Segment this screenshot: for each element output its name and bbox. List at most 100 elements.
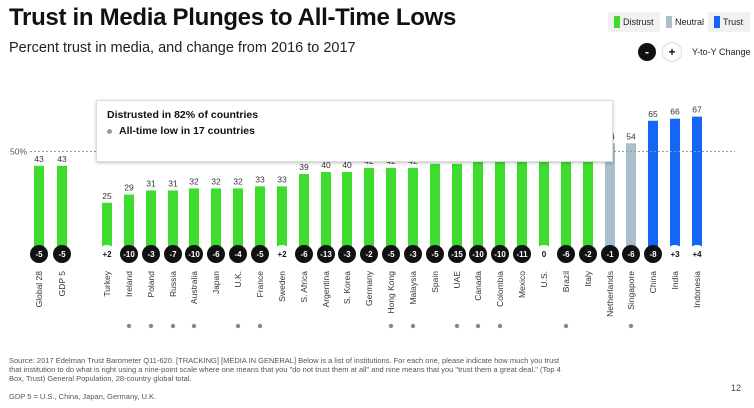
category-label-8: U.K. <box>233 271 243 288</box>
category-labels-layer: Global 28 GDP 5 Turkey Ireland Poland Russia A… <box>34 270 702 317</box>
change-badge-0 <box>30 245 48 263</box>
neutral-swatch <box>666 16 672 28</box>
change-label-6: -10 <box>188 250 200 259</box>
change-badge-28 <box>666 245 684 263</box>
change-label-0: -5 <box>35 250 43 259</box>
category-label-27: China <box>648 271 658 293</box>
value-label-12: 40 <box>321 160 331 170</box>
change-label-13: -3 <box>343 250 351 259</box>
chart-legend: Distrust Neutral Trust <box>608 12 750 32</box>
slide-subtitle: Percent trust in media, and change from … <box>9 40 356 56</box>
change-badge-18 <box>448 245 466 263</box>
category-label-9: France <box>255 271 265 298</box>
change-label-2: +2 <box>102 250 112 259</box>
change-label-9: -5 <box>256 250 264 259</box>
change-label-8: -4 <box>234 250 242 259</box>
change-label-14: -2 <box>365 250 373 259</box>
bar-17 <box>430 163 440 254</box>
bar-25 <box>605 143 615 254</box>
bar-18 <box>452 163 462 254</box>
bar-8 <box>233 188 243 254</box>
value-label-29: 67 <box>692 105 702 115</box>
change-badge-4 <box>142 245 160 263</box>
value-label-9: 33 <box>255 174 265 184</box>
category-label-7: Japan <box>211 271 221 294</box>
category-label-0: Global 28 <box>34 271 44 308</box>
category-label-15: Hong Kong <box>386 271 396 314</box>
annotation-distrusted: Distrusted in 82% of countries <box>107 109 259 121</box>
yoy-change-legend: - + Y-to-Y Change <box>638 42 751 62</box>
category-label-20: Colombia <box>495 271 505 307</box>
bar-27 <box>648 120 658 254</box>
category-label-1: GDP 5 <box>57 271 67 297</box>
change-badge-24 <box>579 245 597 263</box>
change-label-17: -5 <box>431 250 439 259</box>
value-label-28: 66 <box>670 107 680 117</box>
annotation-all-time-low: All-time low in 17 countries <box>119 125 255 137</box>
category-label-26: Singapore <box>626 271 636 310</box>
change-badge-16 <box>404 245 422 263</box>
value-label-6: 32 <box>189 176 199 186</box>
trust-bar-chart: 50% 434325293131323232333339404042424244… <box>10 105 735 329</box>
category-label-11: S. Africa <box>299 271 309 303</box>
all-time-low-marker-15 <box>388 323 394 329</box>
positive-change-icon: + <box>662 42 682 62</box>
change-badge-1 <box>53 245 71 263</box>
bar-26 <box>626 143 636 254</box>
category-label-5: Russia <box>168 271 178 297</box>
category-label-25: Netherlands <box>605 271 615 317</box>
bar-4 <box>146 190 156 254</box>
change-label-3: -10 <box>123 250 135 259</box>
all-time-low-marker-3 <box>126 323 132 329</box>
all-time-low-marker-23 <box>563 323 569 329</box>
all-time-low-marker-19 <box>475 323 481 329</box>
change-badge-11 <box>295 245 313 263</box>
change-label-19: -10 <box>472 250 484 259</box>
bar-2 <box>102 202 112 254</box>
change-label-29: +4 <box>692 250 702 259</box>
bars-layer <box>34 116 702 255</box>
category-label-21: Mexico <box>517 271 527 298</box>
change-badge-10 <box>273 245 291 263</box>
value-label-3: 29 <box>124 183 134 193</box>
all-time-low-dot-icon <box>107 128 112 134</box>
change-badge-26 <box>622 245 640 263</box>
value-label-10: 33 <box>277 174 287 184</box>
bar-22 <box>539 157 549 254</box>
all-time-low-marker-20 <box>497 323 503 329</box>
bar-12 <box>321 172 331 254</box>
bar-14 <box>364 167 374 254</box>
all-time-low-markers-layer <box>126 323 634 329</box>
legend-item-trust: Trust <box>708 12 750 32</box>
distrust-swatch <box>614 16 620 28</box>
change-label-15: -5 <box>387 250 395 259</box>
bar-6 <box>189 188 199 254</box>
slide-title: Trust in Media Plunges to All-Time Lows <box>9 4 457 31</box>
fifty-percent-label: 50% <box>10 147 27 157</box>
value-label-11: 39 <box>299 162 309 172</box>
bar-5 <box>168 190 178 254</box>
value-label-1: 43 <box>57 154 67 164</box>
category-label-23: Brazil <box>561 271 571 292</box>
bar-24 <box>583 155 593 254</box>
bar-21 <box>517 157 527 254</box>
change-label-7: -6 <box>212 250 220 259</box>
all-time-low-marker-9 <box>257 323 263 329</box>
category-label-6: Australia <box>189 271 199 304</box>
change-label-18: -15 <box>451 250 463 259</box>
category-label-28: India <box>670 271 680 290</box>
annotation-all-time-low-row: All-time low in 17 countries <box>107 125 255 137</box>
change-label-21: -11 <box>516 250 528 259</box>
legend-label-neutral: Neutral <box>675 17 705 27</box>
bar-9 <box>255 186 265 254</box>
change-badge-7 <box>207 245 225 263</box>
change-label-16: -3 <box>409 250 417 259</box>
change-label-23: -6 <box>562 250 570 259</box>
change-label-1: -5 <box>58 250 66 259</box>
bar-0 <box>34 165 44 254</box>
change-label-25: -1 <box>606 250 614 259</box>
bar-19 <box>473 161 483 254</box>
all-time-low-marker-4 <box>148 323 154 329</box>
change-badge-5 <box>164 245 182 263</box>
change-label-11: -6 <box>300 250 308 259</box>
